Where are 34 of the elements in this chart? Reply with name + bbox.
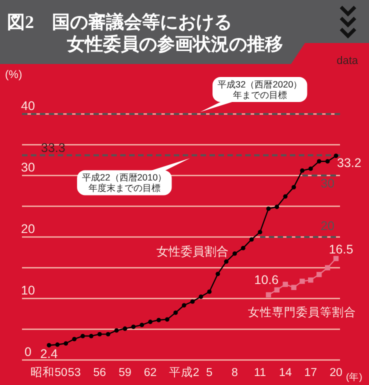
x-tick-label: 平成2 bbox=[168, 366, 200, 379]
x-tick-label: 62 bbox=[144, 367, 157, 379]
x-tick-label: 20 bbox=[330, 367, 342, 379]
data-label: 30 bbox=[320, 176, 335, 190]
x-axis-title: (年) bbox=[346, 371, 362, 383]
x-tick-label: 8 bbox=[232, 367, 238, 379]
x-tick-label: 17 bbox=[304, 367, 318, 379]
y-tick-label: 30 bbox=[21, 160, 35, 174]
text: data bbox=[336, 55, 359, 67]
x-tick-label: 11 bbox=[254, 367, 266, 379]
callout: 平成32（西暦2020）年までの目標 bbox=[200, 77, 308, 112]
data-label: 2.4 bbox=[40, 347, 58, 362]
annotation: 33.3 bbox=[41, 141, 66, 156]
x-tick-label: 53 bbox=[68, 367, 81, 379]
ref-line-label: 平成32（西暦2020）年までの目標 bbox=[218, 79, 302, 100]
series-label: 女性委員割合 bbox=[156, 244, 229, 259]
data-label: 20 bbox=[320, 219, 335, 233]
x-tick-label: 59 bbox=[118, 367, 132, 379]
x-tick-label: 56 bbox=[93, 367, 106, 379]
title: 図2 国の審議会等における女性委員の参画状況の推移 bbox=[7, 12, 283, 54]
ref-line-label: 平成22（西暦2010）年度末までの目標 bbox=[82, 172, 167, 193]
data-label: 33.2 bbox=[337, 156, 362, 170]
x-tick-label: 昭和50 bbox=[30, 366, 68, 379]
data-label: 10.6 bbox=[254, 272, 279, 287]
x-tick-label: 14 bbox=[278, 367, 292, 379]
y-axis-title: (%) bbox=[5, 69, 22, 81]
y-tick-label: 20 bbox=[21, 222, 35, 236]
data-label: 16.5 bbox=[328, 242, 354, 257]
y-tick-label: 10 bbox=[21, 284, 35, 298]
y-tick-label: 0 bbox=[24, 345, 32, 359]
callout: 平成22（西暦2010）年度末までの目標 bbox=[77, 158, 190, 196]
series-label: 女性専門委員等割合 bbox=[248, 304, 356, 319]
y-tick-label: 40 bbox=[21, 99, 35, 113]
x-tick-label: 5 bbox=[206, 367, 213, 379]
